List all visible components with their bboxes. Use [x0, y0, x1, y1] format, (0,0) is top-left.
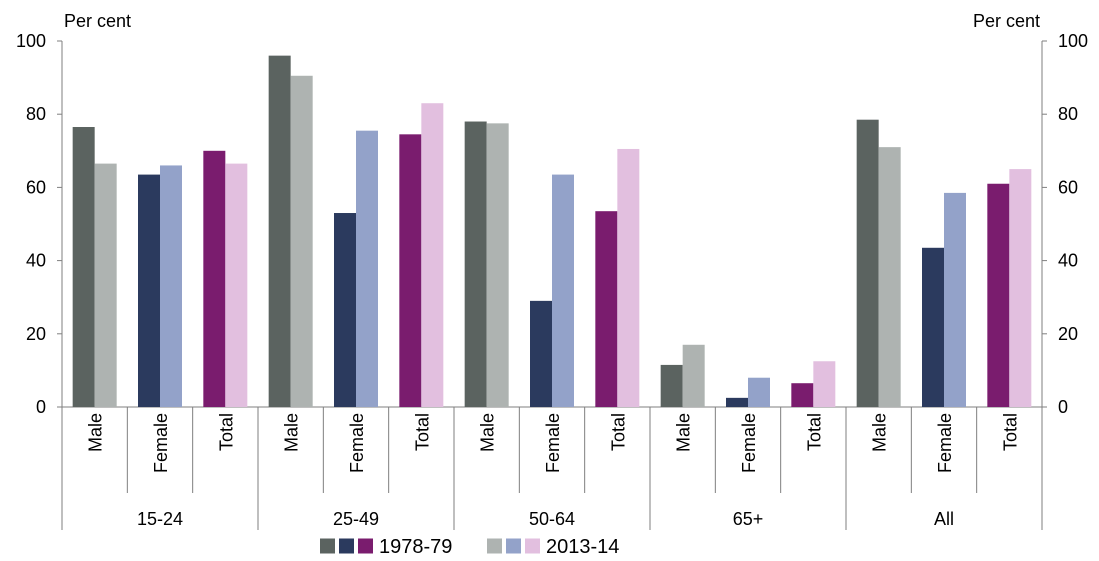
category-label-male: Male [86, 413, 106, 452]
category-label-total: Total [412, 413, 432, 451]
category-label-female: Female [151, 413, 171, 473]
bar-65+-total-1978-79 [791, 383, 814, 407]
bar-15-24-male-2013-14 [94, 163, 117, 407]
legend-swatch [487, 538, 502, 554]
bar-15-24-total-2013-14 [225, 163, 248, 407]
bar-50-64-male-2013-14 [486, 123, 509, 407]
bars [72, 55, 1032, 408]
bar-50-64-female-2013-14 [552, 174, 574, 407]
bar-65+-total-2013-14 [813, 361, 836, 407]
legend: 1978-79 2013-14 [320, 536, 619, 558]
group-label: 65+ [733, 509, 764, 529]
category-label-male: Male [478, 413, 498, 452]
y-tick-label-left: 60 [26, 177, 46, 197]
y-tick-label-right: 40 [1058, 251, 1078, 271]
y-axis-label-right: Per cent [973, 11, 1040, 31]
bar-25-49-female-2013-14 [356, 130, 378, 408]
bar-25-49-total-2013-14 [421, 103, 444, 407]
y-tick-label-right: 0 [1058, 397, 1068, 417]
bar-15-24-male-1978-79 [72, 127, 95, 407]
category-label-total: Total [216, 413, 236, 451]
bar-15-24-female-2013-14 [160, 165, 182, 407]
bar-All-female-1978-79 [922, 247, 944, 407]
category-label-total: Total [804, 413, 824, 451]
bar-50-64-female-1978-79 [530, 300, 552, 407]
bar-25-49-male-1978-79 [268, 55, 291, 407]
bar-65+-female-1978-79 [726, 397, 748, 407]
category-labels: Male Female Total Male Female Total Male Female… [61, 407, 1043, 530]
bar-15-24-female-1978-79 [138, 174, 160, 407]
bar-All-male-2013-14 [878, 147, 901, 407]
y-tick-label-left: 80 [26, 104, 46, 124]
bar-All-male-1978-79 [856, 119, 879, 407]
legend-swatch [358, 538, 373, 554]
bar-25-49-total-1978-79 [399, 134, 422, 407]
group-label: 50-64 [529, 509, 575, 529]
y-tick-label-left: 0 [36, 397, 46, 417]
category-label-male: Male [870, 413, 890, 452]
bar-50-64-total-1978-79 [595, 211, 618, 407]
legend-label: 1978-79 [379, 536, 452, 558]
bar-50-64-total-2013-14 [617, 148, 640, 407]
y-tick-label-left: 40 [26, 251, 46, 271]
group-label: 25-49 [333, 509, 379, 529]
category-label-male: Male [282, 413, 302, 452]
y-tick-label-left: 20 [26, 324, 46, 344]
bar-25-49-male-2013-14 [290, 75, 313, 408]
legend-swatch [525, 538, 540, 554]
bar-65+-male-2013-14 [682, 344, 705, 407]
bar-15-24-total-1978-79 [203, 150, 226, 408]
category-label-female: Female [935, 413, 955, 473]
bar-All-total-1978-79 [987, 183, 1010, 407]
bar-65+-male-1978-79 [660, 364, 683, 407]
legend-label: 2013-14 [546, 536, 619, 558]
category-label-female: Female [543, 413, 563, 473]
legend-swatch [339, 538, 354, 554]
bar-50-64-male-1978-79 [464, 121, 487, 408]
bar-All-female-2013-14 [944, 192, 966, 407]
group-label: All [934, 509, 954, 529]
bar-65+-female-2013-14 [748, 377, 770, 407]
category-label-total: Total [1000, 413, 1020, 451]
y-tick-label-right: 80 [1058, 104, 1078, 124]
y-tick-label-left: 100 [16, 31, 46, 51]
category-label-male: Male [674, 413, 694, 452]
y-tick-label-right: 100 [1058, 31, 1088, 51]
y-axis-label-left: Per cent [64, 11, 131, 31]
legend-swatch [506, 538, 521, 554]
bar-All-total-2013-14 [1009, 169, 1032, 407]
category-label-female: Female [739, 413, 759, 473]
bar-25-49-female-1978-79 [334, 213, 356, 407]
y-tick-label-right: 20 [1058, 324, 1078, 344]
category-label-female: Female [347, 413, 367, 473]
legend-swatch [320, 538, 335, 554]
y-tick-label-right: 60 [1058, 177, 1078, 197]
group-label: 15-24 [137, 509, 183, 529]
category-label-total: Total [608, 413, 628, 451]
